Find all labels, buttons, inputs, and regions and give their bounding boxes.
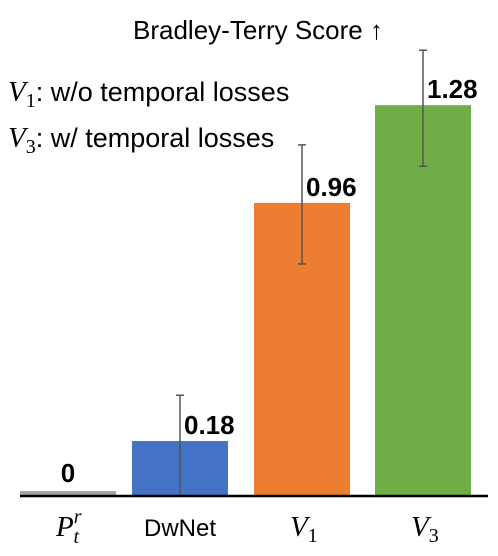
x-tick-label: V1 xyxy=(290,511,318,547)
bars xyxy=(20,105,471,496)
error-bar xyxy=(298,144,306,265)
bar xyxy=(375,105,471,496)
value-labels: 0 0.18 0.96 1.28 xyxy=(61,74,478,488)
value-label: 1.28 xyxy=(427,74,478,104)
legend-entry: V3: w/ temporal losses xyxy=(8,122,274,158)
legend-entry: V1: w/o temporal losses xyxy=(8,76,289,112)
legend: V1: w/o temporal losses V3: w/ temporal l… xyxy=(8,76,289,158)
x-tick-label: Pr t xyxy=(55,506,82,548)
bar xyxy=(20,491,116,496)
x-tick-label: DwNet xyxy=(144,515,216,542)
chart-title: Bradley-Terry Score ↑ xyxy=(133,15,383,45)
x-tick-labels: Pr t DwNet V1 V3 xyxy=(55,506,439,548)
error-bars xyxy=(176,49,427,497)
value-label: 0 xyxy=(61,458,75,488)
value-label: 0.18 xyxy=(184,410,235,440)
value-label: 0.96 xyxy=(306,172,357,202)
error-bar xyxy=(419,49,427,167)
x-tick-label: V3 xyxy=(411,511,439,547)
